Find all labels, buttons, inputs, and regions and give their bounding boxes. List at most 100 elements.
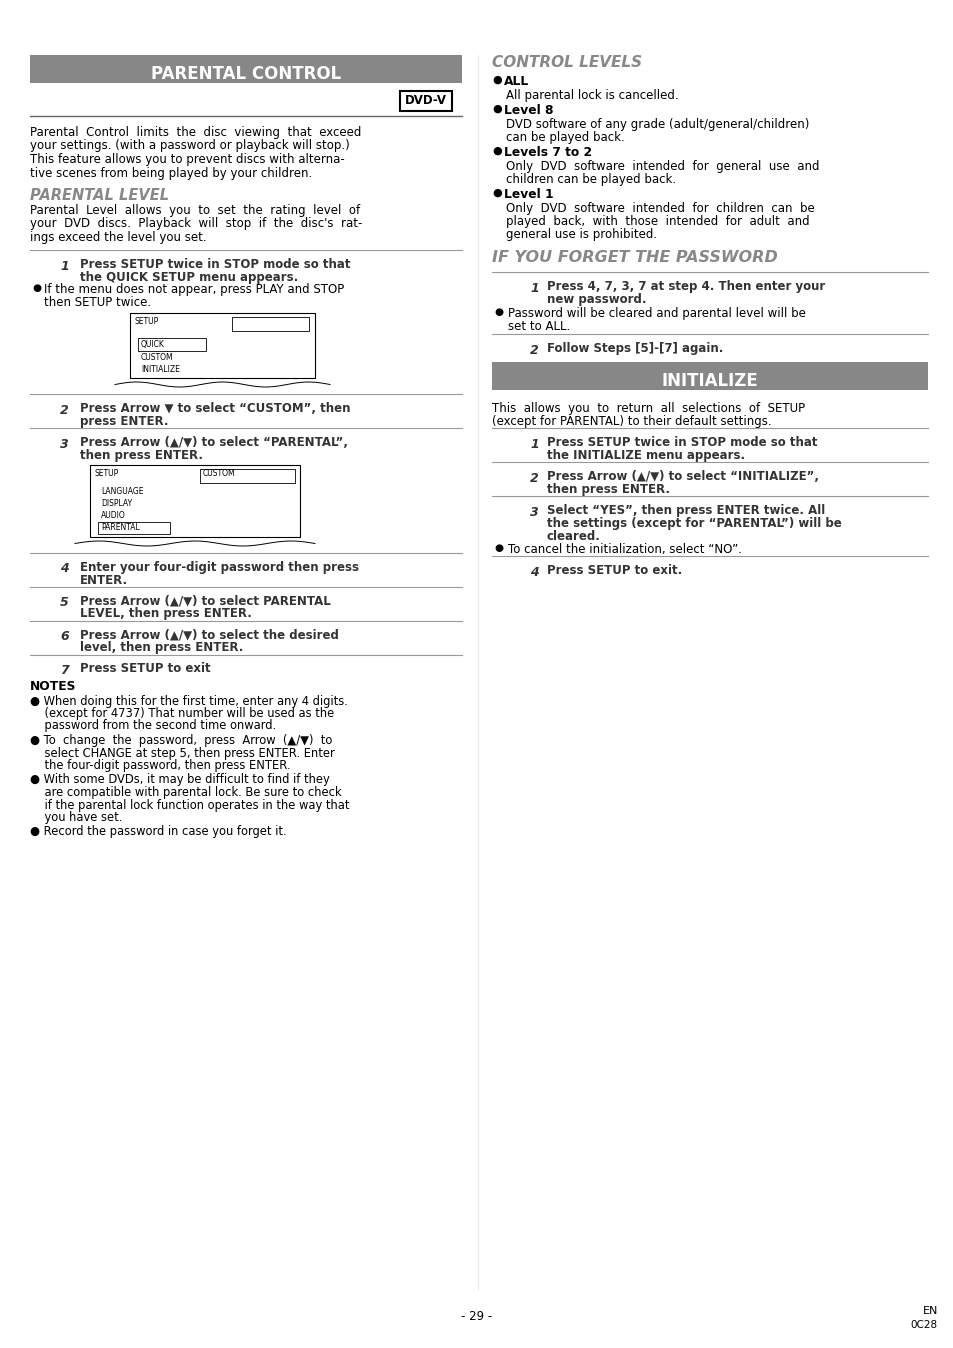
- Text: Level 8: Level 8: [503, 104, 553, 117]
- Text: CONTROL LEVELS: CONTROL LEVELS: [492, 55, 641, 70]
- Text: 2: 2: [530, 472, 538, 485]
- Text: Press Arrow (▲/▼) to select “INITIALIZE”,: Press Arrow (▲/▼) to select “INITIALIZE”…: [546, 470, 818, 483]
- Text: 4: 4: [60, 562, 69, 576]
- Text: ● When doing this for the first time, enter any 4 digits.: ● When doing this for the first time, en…: [30, 694, 348, 708]
- Text: Press SETUP twice in STOP mode so that: Press SETUP twice in STOP mode so that: [546, 435, 817, 449]
- Text: SETUP: SETUP: [95, 469, 119, 477]
- Text: ● With some DVDs, it may be difficult to find if they: ● With some DVDs, it may be difficult to…: [30, 774, 330, 786]
- Text: Press Arrow ▼ to select “CUSTOM”, then: Press Arrow ▼ to select “CUSTOM”, then: [80, 402, 350, 414]
- Bar: [30, 55, 461, 84]
- Text: ●: ●: [492, 75, 501, 85]
- Text: ings exceed the level you set.: ings exceed the level you set.: [30, 231, 207, 244]
- Text: if the parental lock function operates in the way that: if the parental lock function operates i…: [30, 798, 349, 811]
- Bar: [399, 92, 452, 111]
- Text: 7: 7: [60, 665, 69, 678]
- Text: then SETUP twice.: then SETUP twice.: [44, 297, 151, 310]
- Text: INITIALIZE: INITIALIZE: [141, 364, 180, 373]
- Text: can be played back.: can be played back.: [505, 131, 624, 144]
- Text: are compatible with parental lock. Be sure to check: are compatible with parental lock. Be su…: [30, 786, 341, 799]
- Text: ●: ●: [492, 187, 501, 198]
- Text: ENTER.: ENTER.: [80, 573, 128, 586]
- Text: Press Arrow (▲/▼) to select “PARENTAL”,: Press Arrow (▲/▼) to select “PARENTAL”,: [80, 435, 348, 449]
- Text: general use is prohibited.: general use is prohibited.: [505, 228, 657, 241]
- Text: tive scenes from being played by your children.: tive scenes from being played by your ch…: [30, 167, 312, 179]
- Text: the QUICK SETUP menu appears.: the QUICK SETUP menu appears.: [80, 271, 298, 283]
- Text: Select “YES”, then press ENTER twice. All: Select “YES”, then press ENTER twice. Al…: [546, 504, 824, 518]
- Text: ● To  change  the  password,  press  Arrow  (▲/▼)  to: ● To change the password, press Arrow (▲…: [30, 735, 332, 747]
- Text: 1: 1: [530, 282, 538, 295]
- Text: 2: 2: [530, 344, 538, 357]
- Text: (except for PARENTAL) to their default settings.: (except for PARENTAL) to their default s…: [492, 415, 771, 429]
- Text: ●: ●: [494, 307, 502, 317]
- Text: ●: ●: [32, 283, 41, 294]
- Text: To cancel the initialization, select “NO”.: To cancel the initialization, select “NO…: [507, 543, 741, 555]
- Text: 6: 6: [60, 631, 69, 643]
- Text: Press SETUP twice in STOP mode so that: Press SETUP twice in STOP mode so that: [80, 257, 350, 271]
- Text: Password will be cleared and parental level will be: Password will be cleared and parental le…: [507, 307, 805, 319]
- Text: your  DVD  discs.  Playback  will  stop  if  the  disc's  rat-: your DVD discs. Playback will stop if th…: [30, 217, 362, 231]
- Text: All parental lock is cancelled.: All parental lock is cancelled.: [505, 89, 678, 102]
- Text: level, then press ENTER.: level, then press ENTER.: [80, 642, 243, 655]
- Text: Press SETUP to exit: Press SETUP to exit: [80, 662, 211, 675]
- Text: SETUP: SETUP: [135, 317, 159, 325]
- Text: Press Arrow (▲/▼) to select PARENTAL: Press Arrow (▲/▼) to select PARENTAL: [80, 594, 331, 608]
- Text: press ENTER.: press ENTER.: [80, 414, 169, 427]
- Text: Only  DVD  software  intended  for  general  use  and: Only DVD software intended for general u…: [505, 160, 819, 173]
- Text: PARENTAL: PARENTAL: [101, 523, 139, 532]
- Text: the INITIALIZE menu appears.: the INITIALIZE menu appears.: [546, 449, 744, 462]
- Text: DVD-V: DVD-V: [405, 94, 447, 108]
- Text: 3: 3: [60, 438, 69, 450]
- Text: ●: ●: [492, 146, 501, 156]
- Text: PARENTAL LEVEL: PARENTAL LEVEL: [30, 187, 169, 204]
- Text: CUSTOM: CUSTOM: [203, 469, 235, 477]
- Text: INITIALIZE: INITIALIZE: [661, 372, 758, 390]
- Text: 1: 1: [530, 438, 538, 452]
- Text: 4: 4: [530, 566, 538, 580]
- Bar: [130, 313, 314, 377]
- Text: This  allows  you  to  return  all  selections  of  SETUP: This allows you to return all selections…: [492, 402, 804, 415]
- Text: the settings (except for “PARENTAL”) will be: the settings (except for “PARENTAL”) wil…: [546, 518, 841, 530]
- Text: Levels 7 to 2: Levels 7 to 2: [503, 146, 592, 159]
- Text: Press 4, 7, 3, 7 at step 4. Then enter your: Press 4, 7, 3, 7 at step 4. Then enter y…: [546, 280, 824, 293]
- Text: PARENTAL CONTROL: PARENTAL CONTROL: [151, 65, 341, 84]
- Text: children can be played back.: children can be played back.: [505, 173, 676, 186]
- Text: LANGUAGE: LANGUAGE: [101, 488, 143, 496]
- Text: set to ALL.: set to ALL.: [507, 319, 570, 333]
- Text: ●: ●: [492, 104, 501, 115]
- Bar: [492, 363, 927, 390]
- Bar: [232, 317, 309, 330]
- Text: 1: 1: [60, 260, 69, 272]
- Text: 5: 5: [60, 597, 69, 609]
- Text: If the menu does not appear, press PLAY and STOP: If the menu does not appear, press PLAY …: [44, 283, 344, 297]
- Text: ALL: ALL: [503, 75, 529, 88]
- Text: AUDIO: AUDIO: [101, 511, 126, 520]
- Text: played  back,  with  those  intended  for  adult  and: played back, with those intended for adu…: [505, 214, 809, 228]
- Text: password from the second time onward.: password from the second time onward.: [30, 720, 275, 732]
- Text: Follow Steps [5]-[7] again.: Follow Steps [5]-[7] again.: [546, 342, 722, 355]
- Bar: [90, 465, 299, 537]
- Text: the four-digit password, then press ENTER.: the four-digit password, then press ENTE…: [30, 759, 291, 772]
- Text: IF YOU FORGET THE PASSWORD: IF YOU FORGET THE PASSWORD: [492, 249, 777, 266]
- Text: ● Record the password in case you forget it.: ● Record the password in case you forget…: [30, 825, 286, 838]
- Text: Press Arrow (▲/▼) to select the desired: Press Arrow (▲/▼) to select the desired: [80, 628, 338, 642]
- Text: cleared.: cleared.: [546, 530, 600, 543]
- Text: 0C28: 0C28: [910, 1320, 937, 1330]
- Bar: [138, 337, 206, 350]
- Text: Parental  Level  allows  you  to  set  the  rating  level  of: Parental Level allows you to set the rat…: [30, 204, 359, 217]
- Text: your settings. (with a password or playback will stop.): your settings. (with a password or playb…: [30, 139, 350, 152]
- Text: - 29 -: - 29 -: [461, 1310, 492, 1322]
- Text: Only  DVD  software  intended  for  children  can  be: Only DVD software intended for children …: [505, 202, 814, 214]
- Text: 2: 2: [60, 403, 69, 417]
- Text: Level 1: Level 1: [503, 187, 553, 201]
- Text: then press ENTER.: then press ENTER.: [80, 449, 203, 461]
- Text: This feature allows you to prevent discs with alterna-: This feature allows you to prevent discs…: [30, 154, 344, 166]
- Text: CUSTOM: CUSTOM: [141, 352, 173, 361]
- Text: select CHANGE at step 5, then press ENTER. Enter: select CHANGE at step 5, then press ENTE…: [30, 747, 335, 759]
- Text: Enter your four-digit password then press: Enter your four-digit password then pres…: [80, 561, 358, 573]
- Text: EN: EN: [922, 1306, 937, 1316]
- Text: 3: 3: [530, 506, 538, 519]
- Bar: [98, 522, 170, 534]
- Text: then press ENTER.: then press ENTER.: [546, 483, 669, 496]
- Text: ●: ●: [494, 543, 502, 553]
- Text: DISPLAY: DISPLAY: [101, 500, 132, 508]
